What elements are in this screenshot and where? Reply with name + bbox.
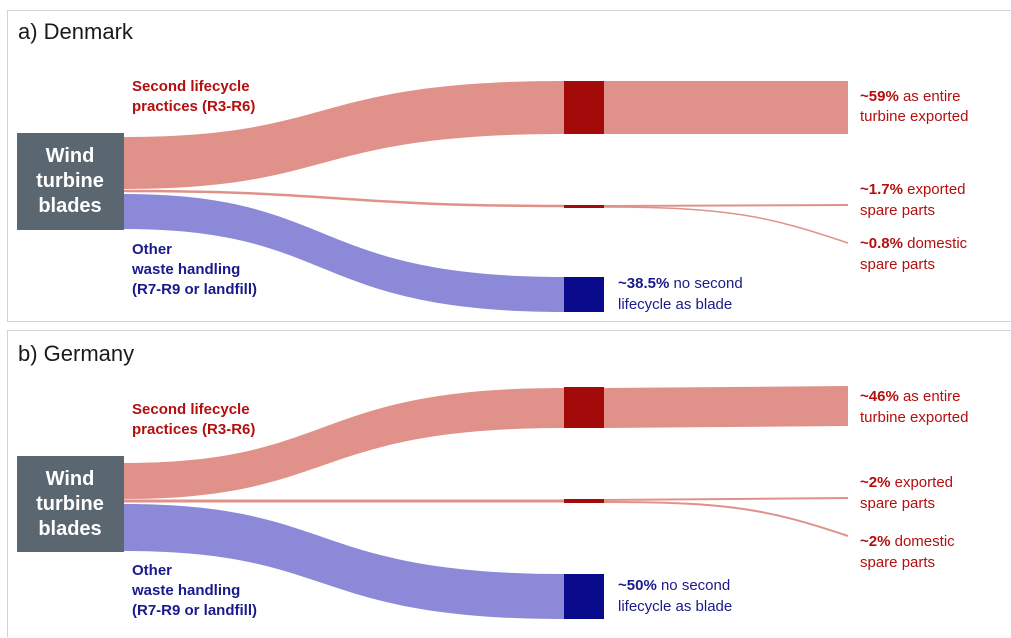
source-box (17, 456, 124, 552)
output-value: ~0.8% (860, 235, 903, 252)
other-waste-label-line3: (R7-R9 or landfill) (132, 602, 257, 619)
output-no-second-lifecycle: ~50% no second (618, 577, 730, 594)
output-no-second-lifecycle-line2: lifecycle as blade (618, 296, 732, 313)
output-text: no second (661, 577, 730, 594)
output-domestic-spare-parts-line2: spare parts (860, 256, 935, 273)
source-label-line1: Wind (46, 145, 95, 167)
flow-spare-parts (123, 189, 565, 208)
output-no-second-lifecycle-line2: lifecycle as blade (618, 598, 732, 615)
output-text: exported (895, 474, 953, 491)
output-text: as entire (903, 88, 961, 105)
source-label-line3: blades (38, 195, 101, 217)
output-text: no second (673, 275, 742, 292)
sankey-denmark: a) Denmark Wind turbine blades Second li… (17, 19, 968, 313)
panel-germany: b) Germany Wind turbine blades Second li… (7, 330, 1011, 637)
output-no-second-lifecycle: ~38.5% no second (618, 275, 743, 292)
output-domestic-spare-parts-line2: spare parts (860, 554, 935, 571)
node-spare-parts (564, 499, 604, 503)
flow-exported-spare-parts (603, 204, 849, 207)
output-domestic-spare-parts: ~0.8% domestic (860, 235, 968, 252)
source-label-line2: turbine (36, 170, 104, 192)
flow-domestic-spare-parts (603, 501, 849, 537)
source-label-line3: blades (38, 518, 101, 540)
output-exported-spare-parts: ~1.7% exported (860, 181, 966, 198)
second-lifecycle-label-line1: Second lifecycle (132, 78, 250, 95)
output-text: domestic (907, 235, 968, 252)
output-text: exported (907, 181, 965, 198)
output-entire-turbine-line2: turbine exported (860, 108, 968, 125)
flow-entire-turbine (604, 386, 848, 428)
panel-denmark: a) Denmark Wind turbine blades Second li… (7, 10, 1011, 322)
panel-title: a) Denmark (18, 19, 134, 44)
output-exported-spare-parts-line2: spare parts (860, 495, 935, 512)
node-no-second-lifecycle (564, 574, 604, 619)
output-value: ~2% (860, 474, 890, 491)
output-exported-spare-parts: ~2% exported (860, 474, 953, 491)
node-no-second-lifecycle (564, 277, 604, 312)
node-spare-parts (564, 205, 604, 208)
flow-exported-spare-parts (603, 497, 849, 501)
output-text: domestic (895, 533, 956, 550)
output-entire-turbine: ~59% as entire (860, 88, 961, 105)
second-lifecycle-label-line1: Second lifecycle (132, 401, 250, 418)
flow-domestic-spare-parts (603, 206, 849, 244)
panel-title: b) Germany (18, 341, 134, 366)
other-waste-label-line1: Other (132, 562, 172, 579)
sankey-germany: b) Germany Wind turbine blades Second li… (17, 341, 968, 619)
output-value: ~59% (860, 88, 899, 105)
flow-entire-turbine (604, 81, 848, 134)
other-waste-label-line2: waste handling (131, 582, 240, 599)
output-value: ~1.7% (860, 181, 903, 198)
node-second-lifecycle (564, 81, 604, 134)
node-second-lifecycle (564, 387, 604, 428)
source-label-line1: Wind (46, 468, 95, 490)
output-value: ~2% (860, 533, 890, 550)
source-box (17, 133, 124, 230)
flow-second-lifecycle (124, 81, 564, 189)
second-lifecycle-label-line2: practices (R3-R6) (132, 421, 255, 438)
output-value: ~38.5% (618, 275, 669, 292)
other-waste-label-line2: waste handling (131, 261, 240, 278)
flow-other-waste (124, 194, 564, 312)
output-domestic-spare-parts: ~2% domestic (860, 533, 955, 550)
output-entire-turbine: ~46% as entire (860, 388, 961, 405)
other-waste-label-line1: Other (132, 241, 172, 258)
output-entire-turbine-line2: turbine exported (860, 409, 968, 426)
output-value: ~46% (860, 388, 899, 405)
output-value: ~50% (618, 577, 657, 594)
flow-other-waste (124, 504, 564, 619)
other-waste-label-line3: (R7-R9 or landfill) (132, 281, 257, 298)
source-label-line2: turbine (36, 493, 104, 515)
output-text: as entire (903, 388, 961, 405)
flow-second-lifecycle (124, 388, 564, 499)
output-exported-spare-parts-line2: spare parts (860, 202, 935, 219)
second-lifecycle-label-line2: practices (R3-R6) (132, 98, 255, 115)
